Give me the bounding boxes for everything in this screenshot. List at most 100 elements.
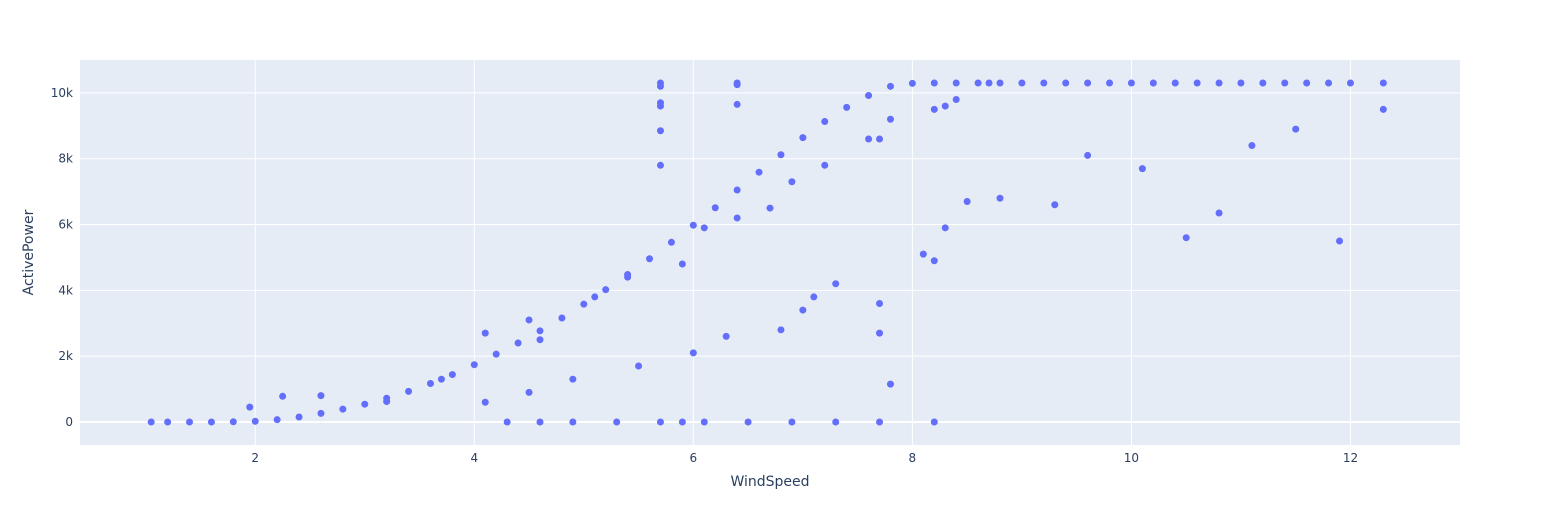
data-point xyxy=(941,224,949,232)
data-point xyxy=(470,361,478,369)
data-point xyxy=(558,314,566,322)
data-point xyxy=(1281,79,1289,87)
data-point xyxy=(525,388,533,396)
data-point xyxy=(279,392,287,400)
data-point xyxy=(930,105,938,113)
data-point xyxy=(722,332,730,340)
data-point xyxy=(766,204,774,212)
data-point xyxy=(448,371,456,379)
data-point xyxy=(755,168,763,176)
data-point xyxy=(667,238,675,246)
data-point xyxy=(525,316,533,324)
data-point xyxy=(876,300,884,308)
data-point xyxy=(1018,79,1026,87)
data-point xyxy=(996,79,1004,87)
data-point xyxy=(1237,79,1245,87)
data-point xyxy=(591,293,599,301)
data-point xyxy=(1182,234,1190,242)
data-point xyxy=(383,398,391,406)
data-point xyxy=(700,418,708,426)
data-point xyxy=(481,398,489,406)
data-point xyxy=(788,178,796,186)
data-point xyxy=(536,336,544,344)
y-tick-label: 4k xyxy=(58,283,73,297)
x-tick-label: 10 xyxy=(1124,451,1139,465)
data-point xyxy=(678,418,686,426)
data-point xyxy=(1248,142,1256,150)
data-point xyxy=(229,418,237,426)
y-tick-label: 0 xyxy=(65,415,73,429)
data-point xyxy=(744,418,752,426)
data-point xyxy=(503,418,511,426)
data-point xyxy=(1336,237,1344,245)
data-point xyxy=(164,418,172,426)
data-point xyxy=(689,221,697,229)
data-point xyxy=(865,92,873,100)
y-axis-ticks: 0 2k 4k 6k 8k 10k xyxy=(51,86,73,429)
x-tick-label: 4 xyxy=(470,451,478,465)
y-tick-label: 6k xyxy=(58,218,73,232)
data-point xyxy=(273,416,281,424)
data-point xyxy=(1325,79,1333,87)
data-point xyxy=(656,127,664,135)
data-point xyxy=(646,255,654,263)
y-tick-label: 8k xyxy=(58,152,73,166)
data-point xyxy=(832,280,840,288)
data-point xyxy=(777,151,785,159)
x-axis-title: WindSpeed xyxy=(730,474,809,490)
data-point xyxy=(1292,125,1300,133)
data-point xyxy=(678,260,686,268)
x-tick-label: 6 xyxy=(690,451,698,465)
data-point xyxy=(876,329,884,337)
data-point xyxy=(569,418,577,426)
data-point xyxy=(865,135,873,143)
data-point xyxy=(656,102,664,110)
data-point xyxy=(147,418,155,426)
data-point xyxy=(777,326,785,334)
data-point xyxy=(492,350,500,358)
data-point xyxy=(930,79,938,87)
x-tick-label: 8 xyxy=(909,451,917,465)
data-point xyxy=(1084,79,1092,87)
data-point xyxy=(1127,79,1135,87)
data-point xyxy=(1346,79,1354,87)
data-point xyxy=(886,380,894,388)
data-point xyxy=(514,339,522,347)
data-point xyxy=(821,118,829,126)
data-point xyxy=(1193,79,1201,87)
data-point xyxy=(1303,79,1311,87)
y-tick-label: 10k xyxy=(51,86,73,100)
x-axis-ticks: 2 4 6 8 10 12 xyxy=(251,451,1358,465)
data-point xyxy=(700,224,708,232)
data-point xyxy=(919,250,927,258)
data-point xyxy=(1259,79,1267,87)
data-point xyxy=(613,418,621,426)
data-point xyxy=(624,273,632,281)
data-point xyxy=(295,413,303,421)
data-point xyxy=(569,375,577,383)
data-point xyxy=(207,418,215,426)
data-point xyxy=(996,194,1004,202)
data-point xyxy=(1051,201,1059,209)
data-point xyxy=(251,417,259,425)
data-point xyxy=(1215,209,1223,217)
data-point xyxy=(886,82,894,90)
data-point xyxy=(361,400,369,408)
data-point xyxy=(876,418,884,426)
data-point xyxy=(930,418,938,426)
plot-area xyxy=(80,60,1460,445)
data-point xyxy=(974,79,982,87)
data-point xyxy=(821,161,829,169)
data-point xyxy=(580,300,588,308)
data-point xyxy=(1379,105,1387,113)
data-point xyxy=(788,418,796,426)
data-point xyxy=(985,79,993,87)
data-point xyxy=(536,327,544,335)
data-point xyxy=(1138,165,1146,173)
data-point xyxy=(963,197,971,205)
x-tick-label: 12 xyxy=(1343,451,1358,465)
data-point xyxy=(733,100,741,108)
data-point xyxy=(711,204,719,212)
data-point xyxy=(941,102,949,110)
data-point xyxy=(843,103,851,111)
